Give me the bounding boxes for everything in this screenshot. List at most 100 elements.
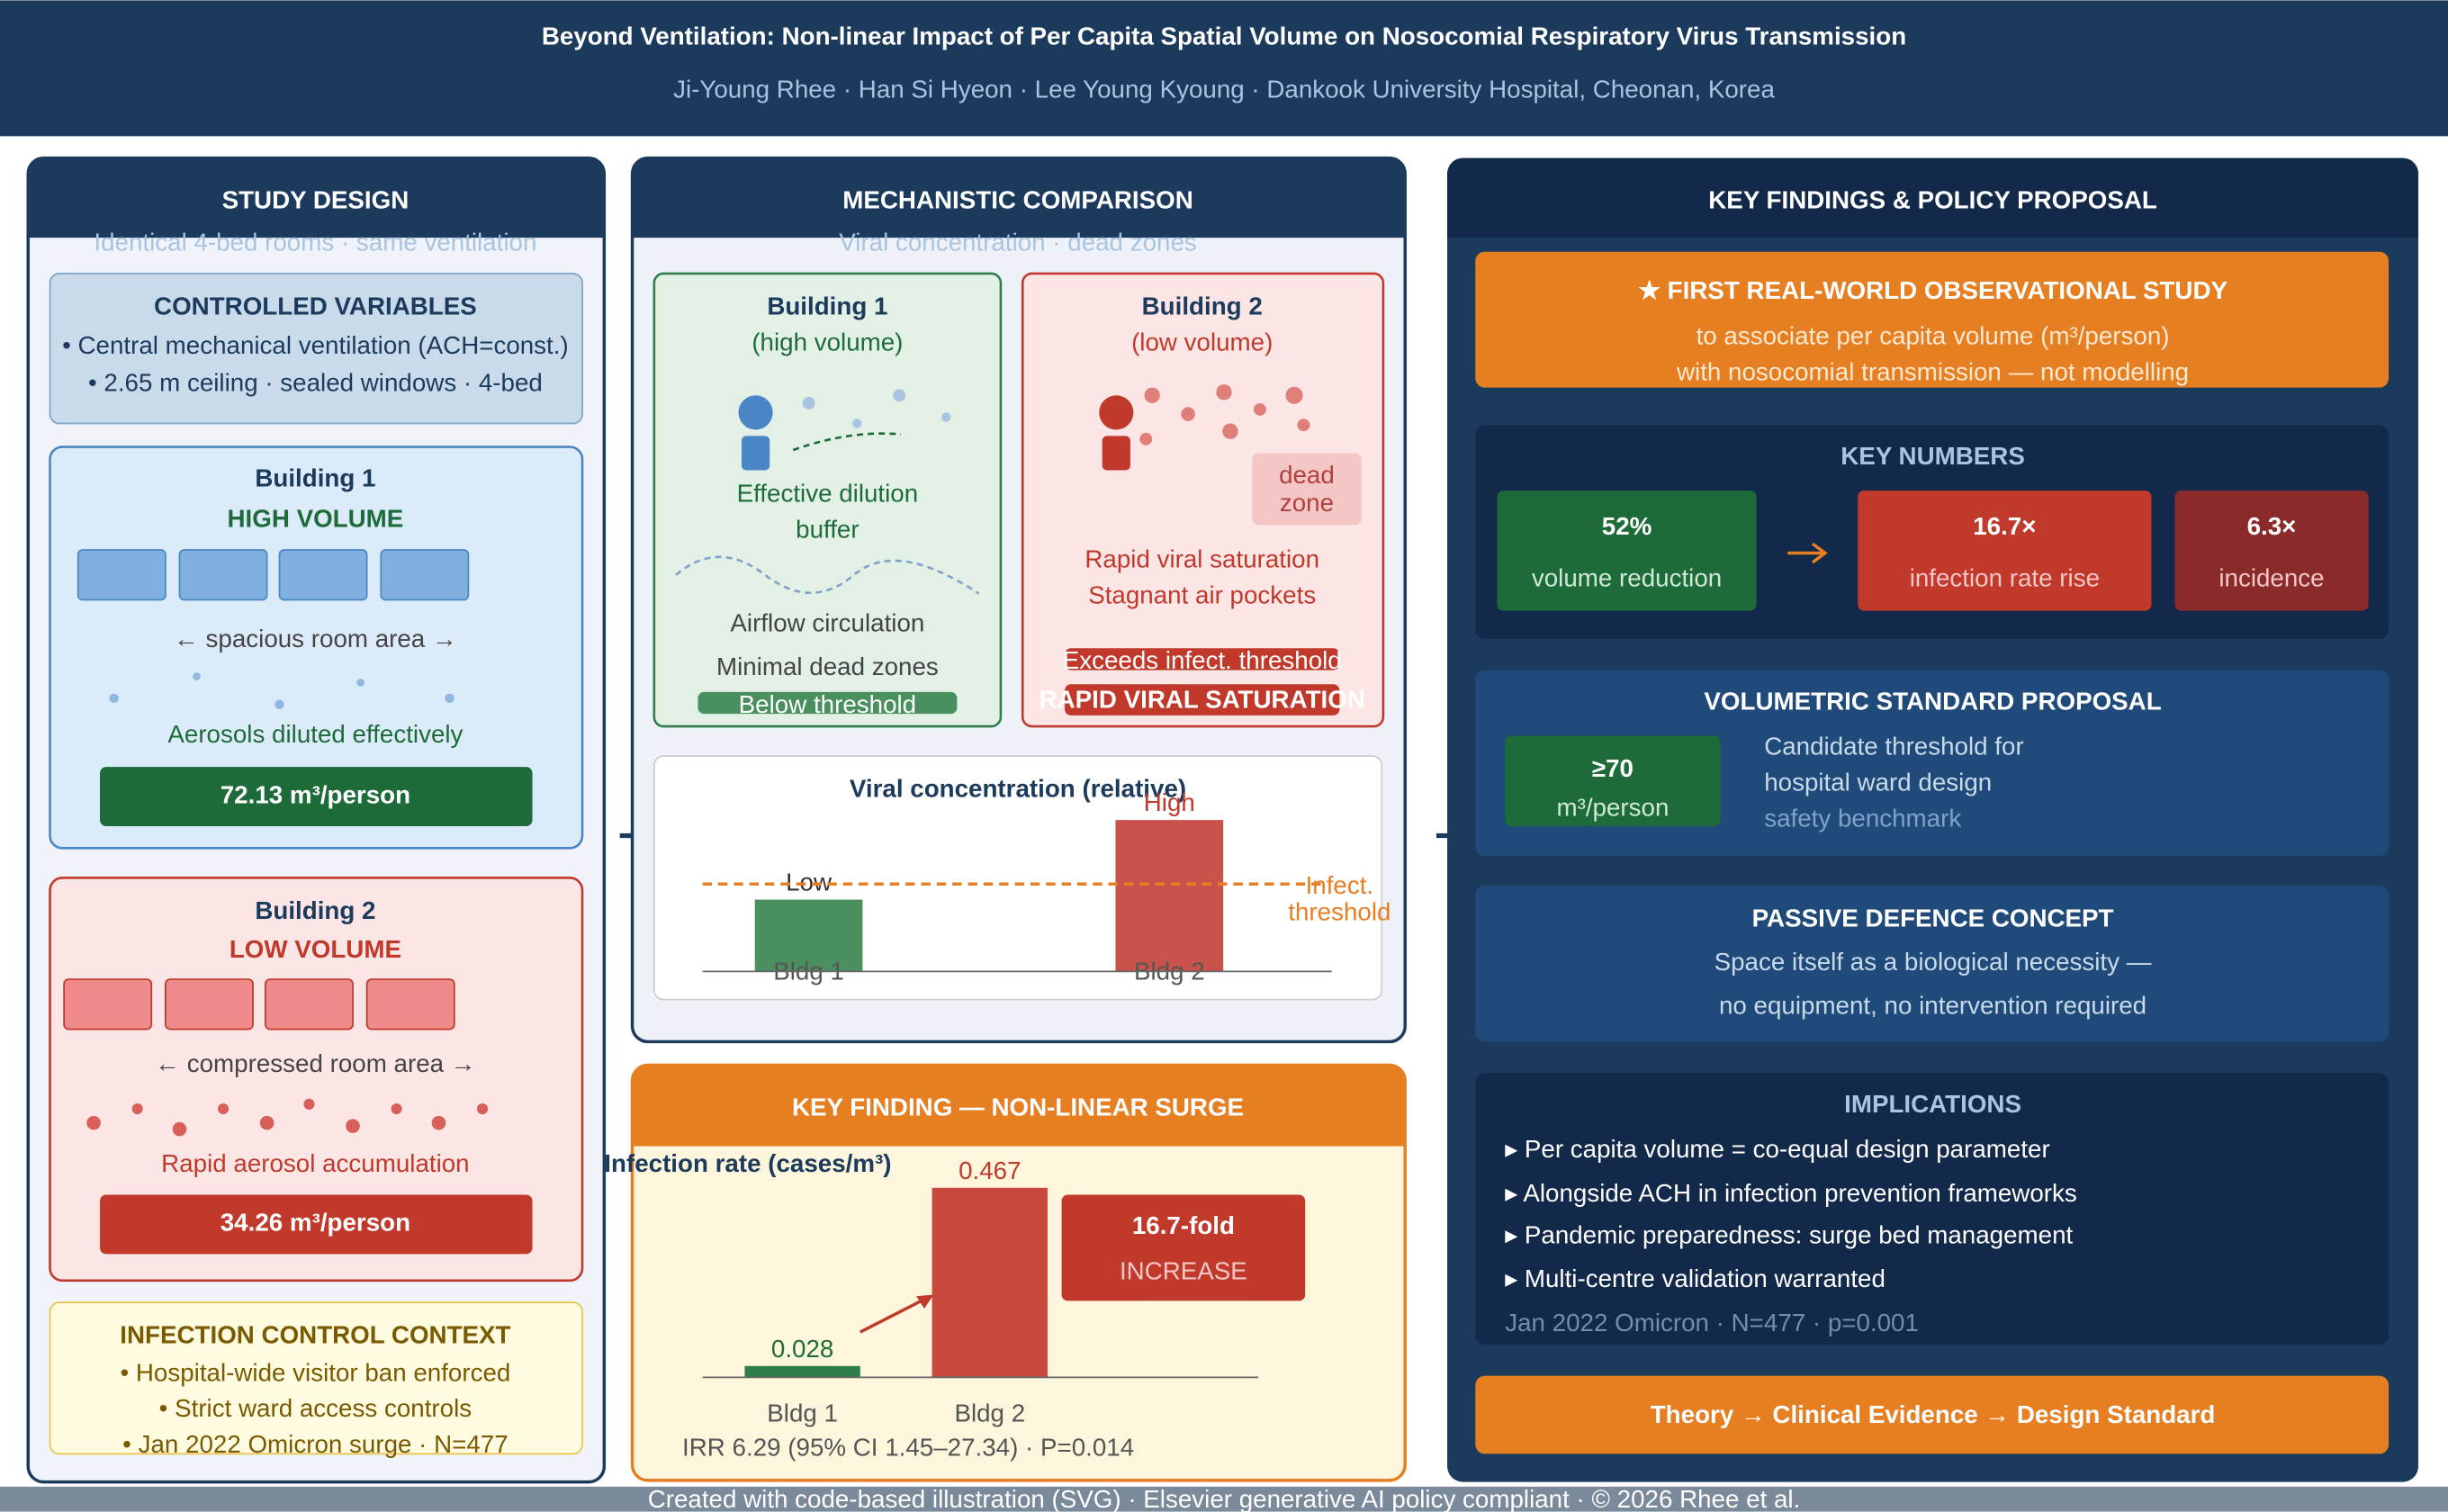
decoration xyxy=(941,412,951,422)
callout-label: INCREASE xyxy=(1120,1257,1247,1285)
box-label: LOW VOLUME xyxy=(230,935,401,963)
decoration xyxy=(1216,384,1232,400)
badge-bg xyxy=(1065,648,1340,670)
box-title: PASSIVE DEFENCE CONCEPT xyxy=(1752,904,2114,932)
panel-header xyxy=(632,1065,1406,1147)
decoration xyxy=(131,1102,143,1115)
stat-value: 52% xyxy=(1602,512,1652,540)
list-item: ▸ Multi-centre validation warranted xyxy=(1505,1264,1886,1292)
area: ← spacious room area → xyxy=(174,625,457,652)
decoration xyxy=(893,389,906,402)
badge: RAPID VIRAL SATURATION xyxy=(1040,686,1365,714)
header-bg xyxy=(0,0,2448,137)
decoration xyxy=(391,1102,402,1115)
decoration xyxy=(356,679,365,687)
box xyxy=(49,1301,583,1455)
volume-bg xyxy=(100,1194,533,1255)
decoration xyxy=(1297,418,1310,432)
threshold-label: threshold xyxy=(1288,898,1390,926)
decoration xyxy=(76,549,166,601)
badge-bg xyxy=(1065,684,1340,716)
line: Space itself as a biological necessity — xyxy=(1714,948,2152,976)
tagline-bg xyxy=(1475,1375,2390,1454)
line: Rapid viral saturation xyxy=(1084,544,1319,572)
threshold-label: Infect. xyxy=(1306,871,1374,899)
line: to associate per capita volume (m³/perso… xyxy=(1696,321,2170,349)
panel-title: STUDY DESIGN xyxy=(222,186,410,214)
box xyxy=(49,446,584,850)
chart-title: Viral concentration (relative) xyxy=(850,774,1186,802)
box xyxy=(652,272,1003,728)
box xyxy=(1475,251,2390,388)
trend-arrow xyxy=(860,1296,929,1334)
box xyxy=(1475,1073,2390,1345)
box-title: ★ FIRST REAL-WORLD OBSERVATIONAL STUDY xyxy=(1638,276,2228,304)
stat-bg xyxy=(2174,490,2369,611)
data-label: 0.467 xyxy=(958,1156,1021,1184)
footer-bg xyxy=(0,1486,2448,1512)
decoration xyxy=(445,693,454,704)
area: ← compressed room area → xyxy=(155,1049,475,1077)
tagline: Theory → Clinical Evidence → Design Stan… xyxy=(1651,1400,2216,1428)
decoration xyxy=(1144,387,1160,403)
authors: Ji-Young Rhee · Han Si Hyeon · Lee Young… xyxy=(673,75,1775,103)
line: • Hospital-wide visitor ban enforced xyxy=(120,1358,510,1386)
box xyxy=(1475,885,2390,1042)
decoration xyxy=(380,549,470,601)
dead-zone xyxy=(1252,453,1362,526)
panel-title: KEY FINDING — NON-LINEAR SURGE xyxy=(792,1093,1244,1120)
flow-arrow xyxy=(792,432,902,452)
decoration xyxy=(365,978,455,1030)
stat-label: m³/person xyxy=(1556,793,1669,821)
note: Rapid aerosol accumulation xyxy=(161,1149,469,1177)
panel-header xyxy=(28,158,605,238)
decoration xyxy=(431,1115,446,1130)
stat-value: 16.7× xyxy=(1973,512,2036,540)
person-icon xyxy=(1102,436,1130,471)
bar xyxy=(932,1187,1048,1378)
decoration xyxy=(217,1102,230,1115)
line: • Strict ward access controls xyxy=(159,1394,472,1422)
panel-title: MECHANISTIC COMPARISON xyxy=(842,186,1193,214)
footer: Created with code-based illustration (SV… xyxy=(648,1485,1801,1512)
decoration xyxy=(259,1115,274,1130)
decoration xyxy=(86,1115,101,1130)
volume-bg xyxy=(100,767,533,827)
person-icon xyxy=(1099,395,1134,430)
person-icon xyxy=(738,395,773,430)
data-label: High xyxy=(1144,788,1195,816)
chart-title: Infection rate (cases/m³) xyxy=(604,1149,891,1177)
decoration xyxy=(178,549,268,601)
decoration xyxy=(193,672,201,680)
aerosol-dots xyxy=(109,672,454,709)
decoration xyxy=(346,1119,360,1133)
decoration xyxy=(63,978,153,1030)
line: hospital ward design xyxy=(1764,769,1992,796)
line: • 2.65 m ceiling · sealed windows · 4-be… xyxy=(88,368,543,396)
panel-header xyxy=(1447,158,2419,238)
panel-title: KEY FINDINGS & POLICY PROPOSAL xyxy=(1708,186,2157,214)
line: Effective dilution xyxy=(737,480,919,508)
box-label: (high volume) xyxy=(752,328,903,356)
decoration xyxy=(1222,423,1238,439)
note: Aerosols diluted effectively xyxy=(167,720,463,748)
line: with nosocomial transmission — not model… xyxy=(1676,357,2189,385)
box-title: IMPLICATIONS xyxy=(1844,1090,2021,1118)
box xyxy=(1021,272,1385,728)
stat-value: 6.3× xyxy=(2247,512,2297,540)
box xyxy=(49,273,583,425)
title: Beyond Ventilation: Non-linear Impact of… xyxy=(542,22,1906,50)
volume: 72.13 m³/person xyxy=(220,780,410,808)
callout-value: 16.7-fold xyxy=(1132,1211,1235,1239)
x-tick-label: Bldg 2 xyxy=(954,1399,1025,1426)
stat-bg xyxy=(1505,735,1721,827)
line: Candidate threshold for xyxy=(1764,733,2023,760)
x-tick-label: Bldg 1 xyxy=(767,1399,838,1426)
line: • Jan 2022 Omicron surge · N=477 xyxy=(122,1430,508,1458)
decoration xyxy=(802,397,815,410)
line: Stagnant air pockets xyxy=(1088,580,1316,608)
data-label: Low xyxy=(786,868,832,896)
box-title: INFECTION CONTROL CONTEXT xyxy=(120,1321,510,1349)
